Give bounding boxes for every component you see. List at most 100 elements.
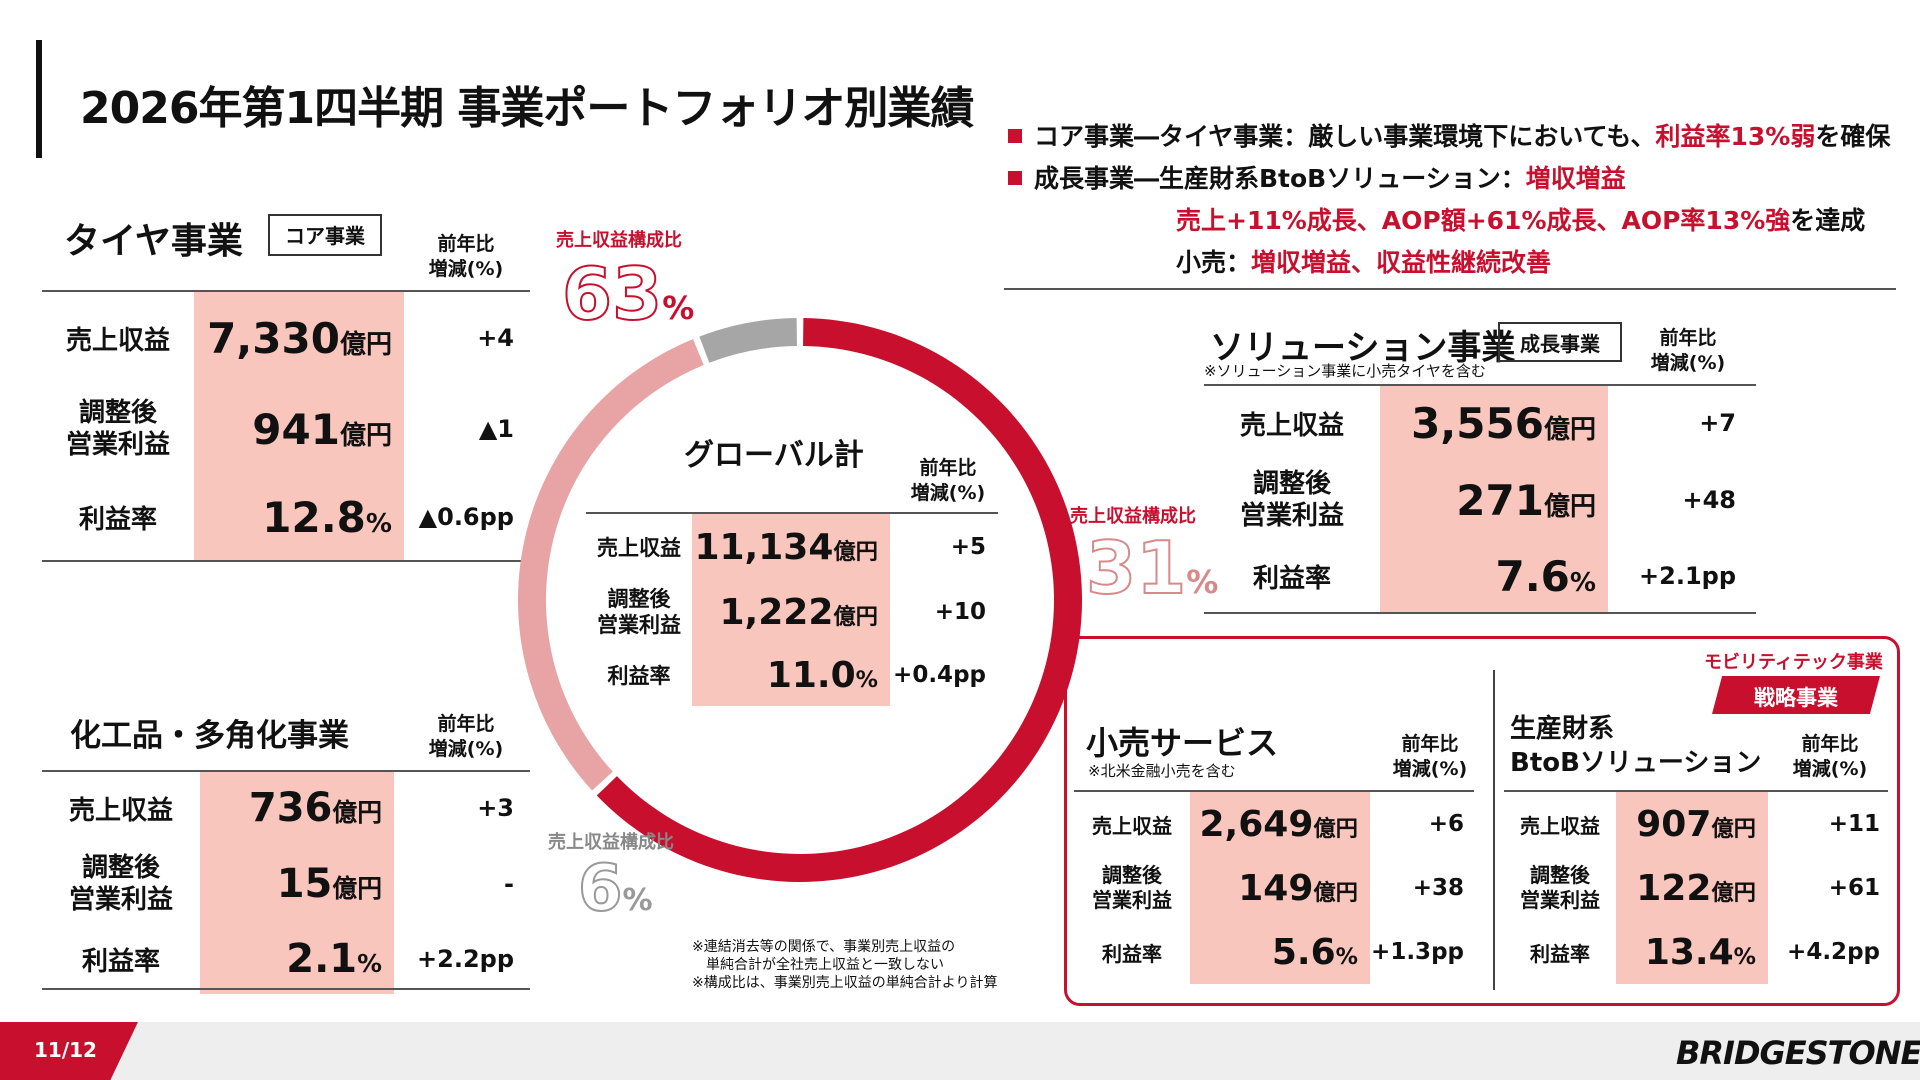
chem-table-bottom-line (42, 988, 530, 990)
retail-metrics-table: 売上収益 2,649億円 +6 調整後 営業利益 149億円 +38 利益率 5… (1074, 792, 1474, 984)
b2b-sales-value: 907億円 (1616, 792, 1768, 856)
b2b-sales-yoy: +11 (1828, 811, 1880, 837)
aop-label: 調整後 営業利益 (597, 587, 681, 637)
chem-sales-value: 736億円 (200, 772, 394, 844)
table-row: 売上収益 7,330億円 +4 (42, 292, 530, 384)
page-title: 2026年第1四半期 事業ポートフォリオ別業績 (80, 83, 974, 134)
retail-table-top-line (1074, 790, 1474, 792)
chem-metrics-table: 売上収益 736億円 +3 調整後 営業利益 15億円 - 利益率 2.1% +… (42, 772, 530, 994)
b2b-margin-yoy: +4.2pp (1787, 939, 1880, 965)
table-row: 売上収益 736億円 +3 (42, 772, 530, 844)
chem-margin-yoy: +2.2pp (417, 945, 514, 973)
donut-slice-chem (699, 318, 797, 363)
bullet-3-end: を達成 (1790, 206, 1866, 235)
b2b-margin-value: 13.4% (1616, 920, 1768, 984)
global-margin-value: 11.0% (692, 644, 890, 706)
bullet-4-text: 小売： (1176, 248, 1252, 277)
sub-business-divider (1493, 670, 1495, 990)
solution-share-value: 31% (1085, 525, 1219, 611)
retail-yoy-header: 前年比 増減(%) (1392, 733, 1468, 780)
tire-metrics-table: 売上収益 7,330億円 +4 調整後 営業利益 941億円 ▲1 利益率 12… (42, 292, 530, 560)
table-row: 売上収益 11,134億円 +5 (586, 514, 998, 580)
margin-label: 利益率 (1102, 941, 1162, 966)
tire-yoy-header: 前年比 増減(%) (428, 233, 504, 280)
tire-margin-yoy: ▲0.6pp (418, 503, 514, 531)
sales-label: 売上収益 (68, 795, 173, 826)
solution-margin-value: 7.6% (1380, 540, 1608, 612)
donut-arcs (518, 318, 1082, 883)
global-table-top-line (586, 512, 998, 514)
title-accent-bar (36, 40, 42, 158)
chem-yoy-header: 前年比 増減(%) (428, 713, 504, 760)
margin-label: 利益率 (1530, 941, 1590, 966)
tire-sales-value: 7,330億円 (194, 292, 404, 384)
solution-table-top-line (1204, 384, 1756, 386)
bullet-3-highlight: 売上+11%成長、AOP額+61%成長、AOP率13%強 (1176, 206, 1791, 235)
retail-section-title: 小売サービス (1086, 724, 1279, 762)
bullet-4-highlight: 増収増益、収益性継続改善 (1251, 248, 1552, 277)
tire-share-value: 63% (561, 251, 695, 337)
solution-margin-yoy: +2.1pp (1639, 562, 1736, 590)
mobility-tech-label: モビリティテック事業 (1704, 652, 1883, 673)
bullet-2-text: 成長事業―生産財系BtoBソリューション： (1034, 164, 1526, 193)
retail-aop-yoy: +38 (1412, 875, 1464, 901)
donut-slice-solution (518, 339, 704, 791)
global-sales-value: 11,134億円 (692, 514, 890, 580)
margin-label: 利益率 (1252, 563, 1331, 594)
chem-aop-value: 15億円 (200, 844, 394, 924)
sales-label: 売上収益 (1092, 813, 1172, 838)
table-row: 調整後 営業利益 941億円 ▲1 (42, 384, 530, 474)
table-row: 利益率 13.4% +4.2pp (1504, 920, 1888, 984)
table-row: 利益率 12.8% ▲0.6pp (42, 474, 530, 560)
table-row: 利益率 2.1% +2.2pp (42, 924, 530, 994)
solution-table-bottom-line (1204, 612, 1756, 614)
b2b-yoy-header: 前年比 増減(%) (1792, 733, 1868, 780)
footnote: ※連結消去等の関係で、事業別売上収益の 単純合計が全社売上収益と一致しない ※構… (692, 939, 998, 991)
aop-label: 調整後 営業利益 (1520, 863, 1600, 912)
sales-label: 売上収益 (597, 536, 681, 560)
table-row: 売上収益 907億円 +11 (1504, 792, 1888, 856)
sales-label: 売上収益 (1520, 813, 1600, 838)
summary-divider (1004, 288, 1896, 290)
table-row: 調整後 営業利益 149億円 +38 (1074, 856, 1474, 920)
bullet-2-highlight: 増収増益 (1525, 164, 1626, 193)
table-row: 調整後 営業利益 1,222億円 +10 (586, 580, 998, 644)
revenue-share-donut-chart (518, 318, 1082, 883)
chem-margin-value: 2.1% (200, 924, 394, 994)
table-row: 利益率 7.6% +2.1pp (1204, 540, 1756, 612)
b2b-section-title: 生産財系 BtoBソリューション (1510, 714, 1762, 778)
bullet-1-highlight: 利益率13%弱 (1655, 122, 1816, 151)
solution-aop-value: 271億円 (1380, 460, 1608, 540)
tire-aop-value: 941億円 (194, 384, 404, 474)
retail-sales-value: 2,649億円 (1190, 792, 1370, 856)
global-title: グローバル計 (684, 438, 864, 473)
bridgestone-logo: BRIDGESTONE (1676, 1034, 1920, 1072)
margin-label: 利益率 (78, 504, 157, 535)
global-metrics-table: 売上収益 11,134億円 +5 調整後 営業利益 1,222億円 +10 利益… (586, 514, 998, 706)
summary-bullets: コア事業―タイヤ事業：厳しい事業環境下においても、利益率13%弱を確保 成長事業… (1008, 116, 1890, 284)
margin-label: 利益率 (607, 664, 671, 688)
solution-sales-value: 3,556億円 (1380, 386, 1608, 460)
global-yoy-header: 前年比 増減(%) (910, 457, 986, 504)
chem-share-caption: 売上収益構成比 (548, 832, 674, 853)
sub-business-frame (1064, 636, 1900, 1006)
margin-label: 利益率 (81, 946, 160, 977)
solution-share-caption: 売上収益構成比 (1070, 506, 1196, 527)
solution-growth-badge: 成長事業 (1498, 322, 1622, 362)
table-row: 調整後 営業利益 271億円 +48 (1204, 460, 1756, 540)
sales-label: 売上収益 (1239, 410, 1344, 441)
chem-sales-yoy: +3 (477, 794, 514, 822)
table-row: 売上収益 2,649億円 +6 (1074, 792, 1474, 856)
b2b-metrics-table: 売上収益 907億円 +11 調整後 営業利益 122億円 +61 利益率 13… (1504, 792, 1888, 984)
table-row: 利益率 11.0% +0.4pp (586, 644, 998, 706)
tire-table-top-line (42, 290, 530, 292)
solution-section-title: ソリューション事業 (1210, 328, 1516, 368)
b2b-table-top-line (1504, 790, 1888, 792)
table-row: 売上収益 3,556億円 +7 (1204, 386, 1756, 460)
tire-sales-yoy: +4 (477, 324, 514, 352)
solution-sales-yoy: +7 (1699, 409, 1736, 437)
solution-note: ※ソリューション事業に小売タイヤを含む (1204, 362, 1486, 380)
tire-margin-value: 12.8% (194, 474, 404, 560)
tire-share-caption: 売上収益構成比 (556, 230, 682, 251)
global-sales-yoy: +5 (950, 534, 986, 560)
